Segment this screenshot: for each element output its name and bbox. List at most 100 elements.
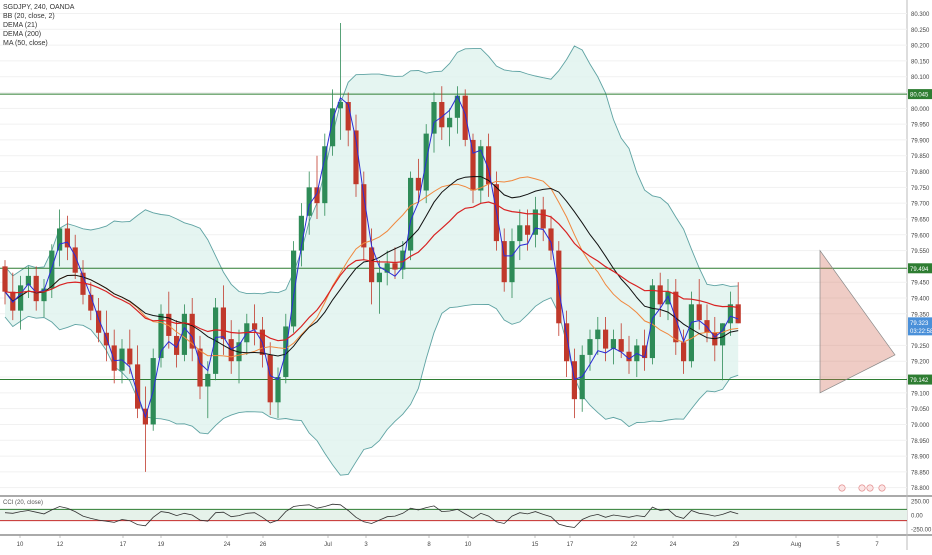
- candle-body: [587, 339, 593, 355]
- candle-body: [298, 215, 304, 251]
- candle-body: [353, 130, 359, 185]
- candle-body: [501, 241, 507, 283]
- bb-lower-line: [4, 297, 739, 476]
- time-tick-label: Jul: [324, 542, 332, 548]
- price-tick-label: 78.900: [911, 455, 930, 461]
- candle-body: [720, 323, 726, 346]
- candle-body: [642, 345, 648, 359]
- candle-body: [189, 313, 195, 349]
- price-tick-label: 79.400: [911, 297, 930, 303]
- candle-body: [322, 146, 328, 204]
- candle-body: [2, 266, 8, 292]
- candle-body: [267, 354, 273, 403]
- price-tick-label: 79.600: [911, 233, 930, 239]
- time-tick-label: Aug: [791, 542, 802, 548]
- price-tick-label: 79.000: [911, 423, 930, 429]
- candle-body: [618, 339, 624, 352]
- time-tick-label: 3: [364, 542, 368, 548]
- candle-body: [431, 102, 437, 134]
- event-flag-icon: [866, 484, 874, 492]
- candle-body: [462, 95, 468, 140]
- candle-body: [454, 95, 460, 118]
- price-tick-label: 79.350: [911, 312, 930, 318]
- candle-body: [111, 345, 117, 371]
- candle-body: [540, 209, 546, 229]
- candle-body: [649, 285, 655, 359]
- cci-tick-label: -250.00: [911, 528, 932, 534]
- time-tick-label: 29: [733, 542, 740, 548]
- candle-body: [25, 275, 31, 286]
- level-price-badge: [908, 374, 932, 385]
- time-tick-label: 17: [567, 542, 574, 548]
- cci-tick-label: 0.00: [911, 514, 923, 520]
- time-tick-label: 26: [260, 542, 267, 548]
- candle-body: [603, 329, 609, 349]
- price-tick-label: 80.250: [911, 28, 930, 34]
- level-price-label: 79.494: [910, 267, 929, 273]
- candle-body: [626, 351, 632, 362]
- price-tick-label: 80.000: [911, 107, 930, 113]
- candle-body: [610, 339, 616, 349]
- candle-body: [548, 228, 554, 251]
- time-tick-label: 5: [836, 542, 840, 548]
- candle-body: [337, 102, 343, 109]
- candle-body: [306, 187, 312, 216]
- price-tick-label: 79.250: [911, 344, 930, 350]
- candle-body: [447, 117, 453, 128]
- price-tick-label: 79.900: [911, 138, 930, 144]
- candle-body: [135, 364, 141, 409]
- level-price-label: 80.045: [910, 93, 929, 99]
- candle-body: [384, 263, 390, 273]
- candle-body: [166, 313, 172, 336]
- bb-upper-line: [4, 45, 739, 295]
- legend-indicator-dema200: DEMA (200): [3, 31, 42, 38]
- candle-body: [361, 184, 367, 248]
- candle-body: [439, 102, 445, 128]
- cci-legend: CCI (20, close): [3, 500, 44, 506]
- price-tick-label: 79.450: [911, 281, 930, 287]
- cci-tick-label: 250.00: [911, 499, 930, 505]
- price-tick-label: 80.150: [911, 59, 930, 65]
- cci-line: [4, 503, 739, 528]
- candle-body: [665, 291, 671, 305]
- candle-body: [681, 342, 687, 362]
- current-price-badge: [908, 317, 932, 336]
- time-tick-label: 10: [17, 542, 24, 548]
- candle-body: [158, 313, 164, 359]
- candle-body: [88, 294, 94, 311]
- time-tick-label: 15: [532, 542, 539, 548]
- candle-body: [314, 187, 320, 204]
- candle-body: [96, 310, 102, 333]
- candle-body: [33, 275, 39, 302]
- time-tick-label: 19: [158, 542, 165, 548]
- countdown-label: 03:22:58: [910, 329, 932, 335]
- current-price-label: 79.323: [910, 321, 929, 327]
- candle-body: [525, 225, 531, 235]
- price-tick-label: 79.100: [911, 391, 930, 397]
- candle-body: [408, 177, 414, 251]
- candle-body: [72, 247, 78, 273]
- candle-body: [103, 332, 109, 346]
- level-price-label: 79.142: [910, 378, 929, 384]
- candle-body: [727, 304, 733, 324]
- legend-symbol: SGDJPY, 240, OANDA: [3, 4, 75, 11]
- price-tick-label: 80.300: [911, 12, 930, 18]
- candle-body: [657, 285, 663, 305]
- price-tick-label: 78.950: [911, 439, 930, 445]
- price-tick-label: 79.050: [911, 407, 930, 413]
- candle-body: [735, 304, 741, 324]
- dema21-line: [4, 94, 739, 419]
- candle-body: [400, 250, 406, 270]
- event-flag-icon: [838, 484, 846, 492]
- time-tick-label: 24: [670, 542, 677, 548]
- event-flag-icon: [858, 484, 866, 492]
- time-tick-label: 24: [224, 542, 231, 548]
- price-tick-label: 80.100: [911, 75, 930, 81]
- price-tick-label: 79.950: [911, 123, 930, 129]
- time-tick-label: 12: [57, 542, 64, 548]
- candle-body: [345, 102, 351, 131]
- candle-body: [564, 323, 570, 362]
- price-tick-label: 79.200: [911, 360, 930, 366]
- price-tick-label: 78.850: [911, 470, 930, 476]
